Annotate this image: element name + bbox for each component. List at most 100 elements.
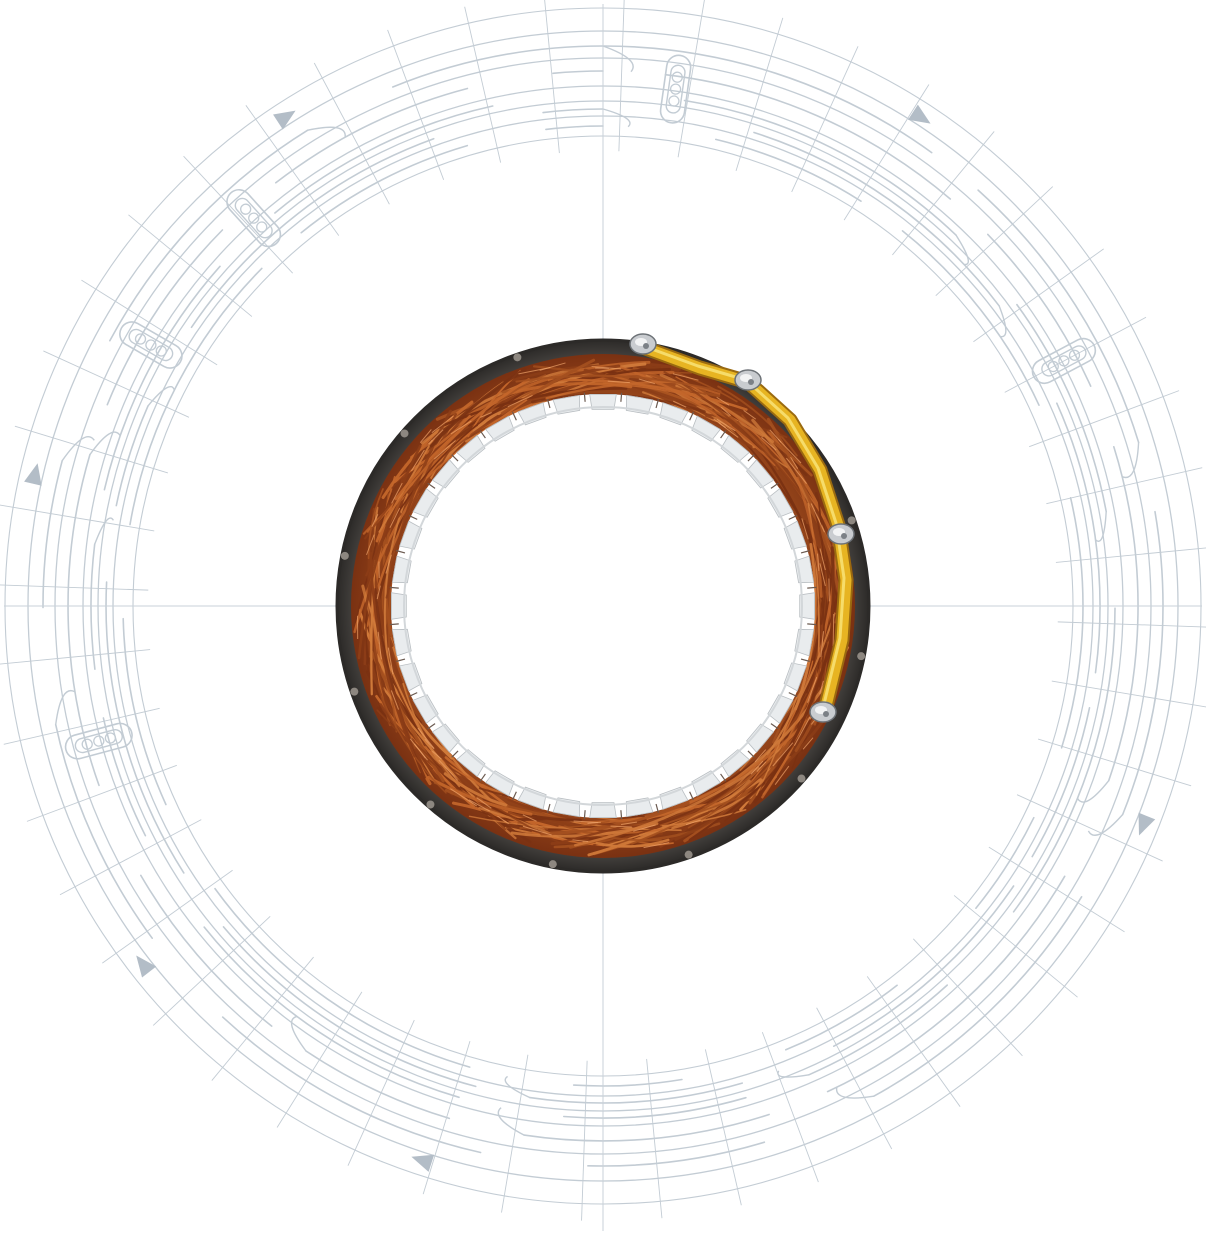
slot-insulation [431, 459, 460, 489]
copper-strand [675, 400, 743, 415]
slot-insulation [589, 802, 617, 818]
slot-insulation [412, 694, 439, 724]
copper-strand [392, 691, 424, 766]
slot-insulation [746, 459, 775, 489]
core-notch [426, 800, 435, 809]
copper-glint [750, 760, 764, 775]
coil-turn [668, 95, 680, 107]
terminal-hole [748, 379, 754, 385]
copper-glint [672, 373, 699, 381]
coil-group [119, 321, 183, 369]
copper-glint [801, 518, 809, 540]
copper-glint [390, 690, 400, 710]
winding-segment [1031, 707, 1091, 858]
copper-glint [507, 395, 533, 408]
slot-wedge [427, 723, 436, 730]
winding-segment [140, 874, 273, 1027]
copper-glint [716, 396, 730, 406]
copper-glint [802, 737, 814, 750]
copper-glint [409, 738, 426, 759]
slot-insulation [799, 592, 815, 620]
coil-group [1031, 337, 1097, 385]
winding-segment [826, 875, 1066, 1093]
winding-segment [587, 1141, 766, 1167]
coil-turn [104, 732, 117, 744]
copper-glint [786, 457, 807, 485]
slot-insulation [517, 786, 547, 810]
slot-insulation [456, 434, 486, 463]
copper-strand [515, 374, 722, 393]
copper-glint [819, 548, 826, 571]
copper-glint [713, 418, 726, 428]
copper-glint [480, 412, 492, 418]
winding-hook [777, 1070, 810, 1078]
slot-wedge [689, 411, 694, 421]
slot-wedge [408, 515, 418, 520]
winding-segment [109, 129, 309, 342]
copper-glint [777, 438, 802, 464]
winding-segment [523, 1113, 770, 1142]
copper-glint [832, 613, 835, 646]
slot-insulation [485, 415, 515, 442]
copper-strand [796, 476, 823, 598]
winding-segment [300, 144, 469, 234]
coil-loop [226, 188, 282, 248]
core-notch [340, 551, 349, 560]
slot-insulation [783, 662, 807, 692]
copper-strand [385, 427, 464, 518]
slot-insulation [659, 786, 689, 810]
winding-segment [563, 1096, 747, 1119]
slot-insulation [399, 520, 423, 550]
slot-wedge [807, 623, 817, 626]
slot-wedge [583, 392, 586, 402]
winding-hook [147, 386, 175, 407]
slot-wedge [427, 482, 436, 489]
coil-turn [256, 221, 268, 233]
slot-wedge [788, 692, 798, 697]
winding-segment [753, 131, 1000, 307]
copper-glint [790, 456, 799, 469]
copper-glint [476, 797, 492, 809]
slot-wedge [770, 482, 779, 489]
winding-hook [94, 517, 115, 545]
winding-hook [836, 1087, 874, 1099]
winding-segment [542, 108, 604, 114]
copper-strand [753, 623, 837, 804]
winding-segment [873, 896, 1083, 1097]
winding-segment [1056, 402, 1101, 674]
coil-turn [93, 735, 105, 747]
copper-glint [756, 761, 767, 772]
terminal-hole [823, 711, 829, 717]
copper-strand [739, 641, 832, 771]
copper-glint [587, 821, 601, 824]
copper-glint [438, 759, 459, 781]
slot-wedge [655, 399, 659, 409]
copper-glint [720, 406, 732, 417]
slot-insulation [767, 488, 794, 518]
copper-glint [819, 680, 824, 695]
winding-segment [106, 229, 224, 406]
winding-hook [602, 45, 634, 73]
copper-strand [563, 825, 662, 842]
slot-insulation [783, 520, 807, 550]
stator-core-edge [335, 338, 871, 874]
winding-hook [1076, 780, 1110, 803]
copper-glint [819, 563, 826, 587]
slot-wedge [689, 791, 694, 801]
slot-wedge [389, 623, 399, 626]
copper-strand [574, 766, 760, 847]
schematic-division [501, 1054, 529, 1213]
copper-strand [503, 381, 633, 397]
coil-turn [248, 212, 260, 224]
copper-glint [497, 815, 509, 825]
winding-segment [214, 887, 471, 1068]
slot-wedge [583, 810, 586, 820]
copper-glint [411, 449, 425, 472]
winding-segment [1012, 607, 1116, 913]
winding-segment [833, 885, 1015, 1047]
winding-hook [504, 1075, 531, 1099]
stator-photo [335, 333, 871, 874]
coil-loop [234, 197, 273, 239]
copper-glint [387, 647, 394, 675]
